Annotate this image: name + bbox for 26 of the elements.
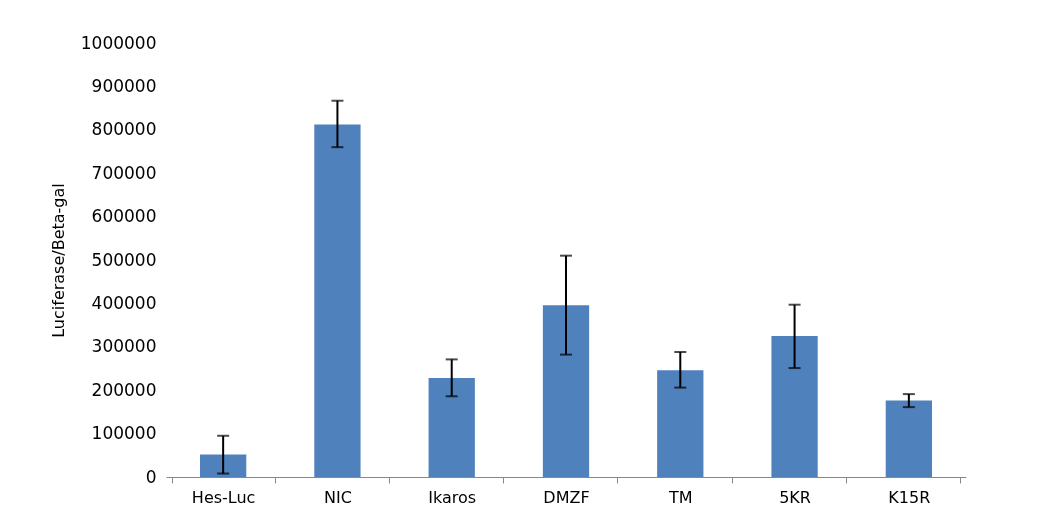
bar [657, 370, 704, 477]
bar [200, 454, 247, 477]
y-tick-label: 700000 [91, 162, 157, 183]
bar [885, 400, 932, 477]
y-tick-label: 600000 [91, 206, 157, 227]
y-tick-label: 100000 [91, 423, 157, 444]
bar [428, 378, 475, 477]
x-tick-label: K15R [888, 487, 931, 507]
y-tick-label: 900000 [91, 75, 157, 96]
y-tick-label: 200000 [91, 379, 157, 400]
y-tick-label: 1000000 [80, 32, 157, 53]
y-tick-label: 0 [145, 466, 157, 487]
x-tick-label: NIC [324, 487, 352, 507]
x-tick-label: Hes-Luc [191, 487, 256, 507]
bar [771, 335, 818, 477]
x-tick-label: Ikaros [428, 487, 477, 507]
y-tick-label: 500000 [91, 249, 157, 270]
y-tick-label: 400000 [91, 292, 157, 313]
y-tick-label: 800000 [91, 119, 157, 140]
bar [542, 305, 590, 477]
x-tick-label: 5KR [779, 487, 811, 507]
x-tick-label: TM [668, 487, 693, 507]
x-tick-label: DMZF [543, 487, 590, 507]
y-axis-title: Luciferase/Beta-gal [48, 183, 68, 338]
y-tick-label: 300000 [91, 336, 157, 357]
bar [314, 124, 361, 477]
